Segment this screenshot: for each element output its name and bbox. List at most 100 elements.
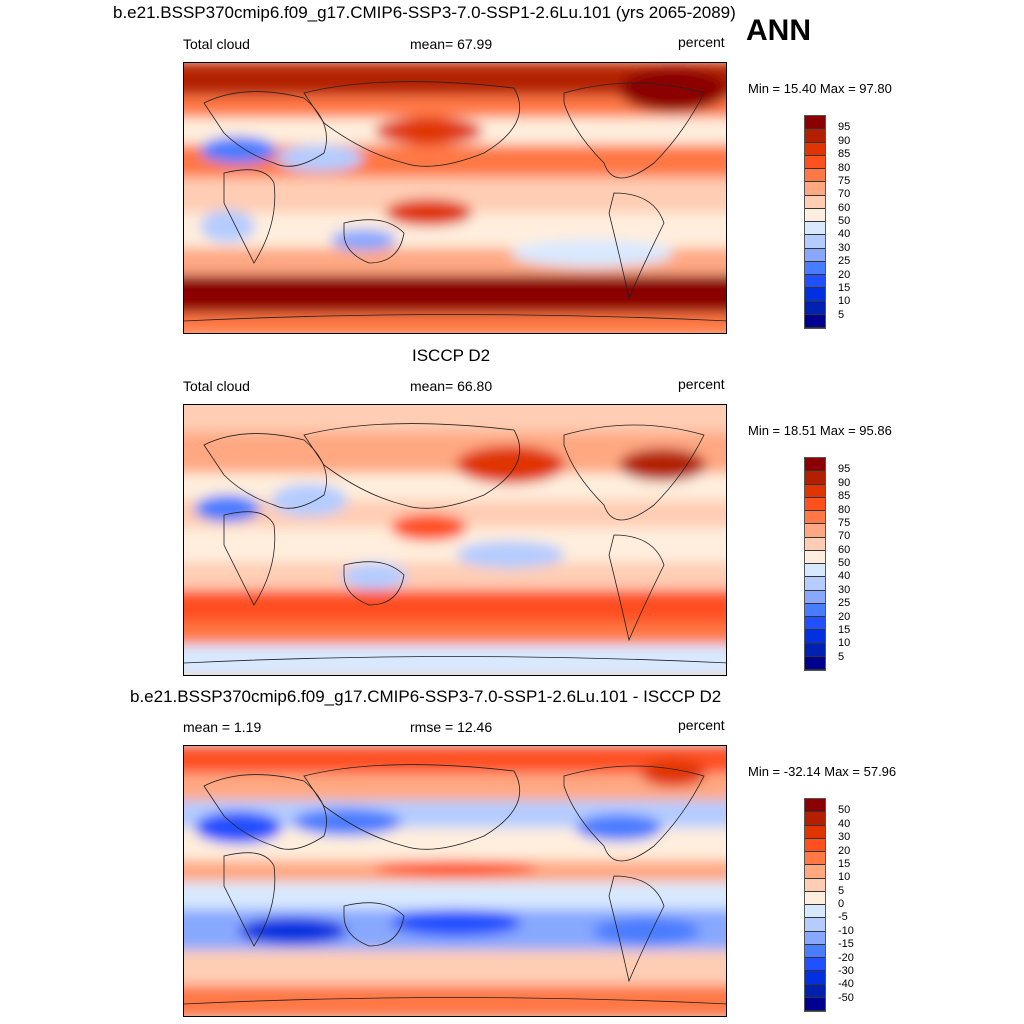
coastlines — [184, 764, 726, 1005]
contour-region — [330, 228, 397, 251]
contour-region — [194, 811, 282, 844]
colorbar-label: 15 — [838, 281, 851, 294]
map-panel — [183, 62, 727, 334]
colorbar-label: 90 — [838, 134, 851, 147]
colorbar-label: 60 — [838, 201, 851, 214]
contour-map — [184, 405, 726, 675]
min-max-label: Min = 15.40 Max = 97.80 — [748, 81, 892, 96]
colorbar-label: -20 — [838, 951, 854, 964]
colorbar-swatch — [805, 550, 825, 564]
colorbar-swatch — [805, 497, 825, 511]
colorbar-label: 75 — [838, 174, 851, 187]
panel-center-label: mean= 67.99 — [410, 36, 493, 52]
contour-region — [456, 445, 565, 484]
colorbar-label: 90 — [838, 476, 851, 489]
panel-center-label: mean= 66.80 — [410, 378, 493, 394]
panel-title: b.e21.BSSP370cmip6.f09_g17.CMIP6-SSP3-7.… — [130, 687, 722, 706]
colorbar-swatch — [805, 825, 825, 839]
colorbar-label: 20 — [838, 610, 851, 623]
colorbar-swatch — [805, 537, 825, 551]
colorbar-swatch — [805, 812, 825, 826]
map-panel — [183, 745, 727, 1017]
colorbar-label: 70 — [838, 530, 851, 543]
contour-band — [184, 882, 726, 910]
contour-band — [184, 644, 726, 675]
colorbar-swatch — [805, 484, 825, 498]
colorbar-label: -5 — [838, 911, 848, 924]
contour-region — [456, 541, 565, 569]
colorbar-label: -10 — [838, 924, 854, 937]
colorbar-swatch — [805, 155, 825, 169]
contour-region — [374, 117, 484, 145]
contour-band — [184, 746, 726, 774]
colorbar-label: 30 — [838, 831, 851, 844]
contour-region — [341, 562, 408, 590]
panel-left-label: Total cloud — [183, 36, 250, 52]
contour-region — [385, 199, 473, 227]
colorbar-swatch — [805, 838, 825, 852]
contour-region — [592, 917, 701, 945]
contour-region — [200, 136, 277, 164]
colorbar-label: 5 — [838, 650, 845, 663]
colorbar-swatch — [805, 248, 825, 262]
colorbar-label: 20 — [838, 268, 851, 281]
colorbar — [804, 457, 826, 671]
colorbar-swatch — [805, 656, 825, 670]
colorbar-swatch — [805, 142, 825, 156]
colorbar-label: 10 — [838, 295, 851, 308]
colorbar-swatch — [805, 799, 825, 813]
contour-map — [184, 746, 726, 1016]
colorbar-label: 80 — [838, 161, 851, 174]
panel-title: ISCCP D2 — [412, 346, 491, 365]
colorbar-swatch — [805, 195, 825, 209]
colorbar-label: 30 — [838, 583, 851, 596]
colorbar-label: 60 — [838, 543, 851, 556]
colorbar-swatch — [805, 288, 825, 302]
colorbar-label: 10 — [838, 637, 851, 650]
colorbar-label: 85 — [838, 490, 851, 503]
colorbar-label: 95 — [838, 121, 851, 134]
contour-region — [276, 144, 364, 172]
colorbar-label: 70 — [838, 188, 851, 201]
colorbar-label: 25 — [838, 255, 851, 268]
colorbar-label: -40 — [838, 978, 854, 991]
contour-band — [184, 562, 726, 590]
colorbar-label: 10 — [838, 871, 851, 884]
contour-region — [238, 917, 348, 945]
contour-band — [184, 405, 726, 433]
colorbar-swatch — [805, 852, 825, 866]
contour-band — [184, 985, 726, 1016]
colorbar-swatch — [805, 865, 825, 879]
colorbar-swatch — [805, 235, 825, 249]
colorbar — [804, 798, 826, 1012]
colorbar-swatch — [805, 169, 825, 183]
colorbar-label: 40 — [838, 228, 851, 241]
colorbar-label: 5 — [838, 308, 845, 321]
contour-band — [184, 95, 726, 118]
contour-band — [184, 589, 726, 623]
colorbar-swatch — [805, 958, 825, 972]
colorbar-swatch — [805, 458, 825, 472]
colorbar-label: 40 — [838, 570, 851, 583]
colorbar-swatch — [805, 944, 825, 958]
colorbar-label: -50 — [838, 991, 854, 1004]
colorbar-swatch — [805, 643, 825, 657]
contour-band — [184, 622, 726, 645]
colorbar-label: -30 — [838, 964, 854, 977]
units-label: percent — [678, 717, 725, 733]
coastlines — [184, 81, 726, 322]
panel-left-label: Total cloud — [183, 378, 250, 394]
contour-region — [575, 814, 663, 842]
colorbar-swatch — [805, 603, 825, 617]
contour-region — [619, 448, 707, 482]
colorbar-swatch — [805, 261, 825, 275]
colorbar-swatch — [805, 997, 825, 1011]
panel-center-label: rmse = 12.46 — [410, 719, 493, 735]
colorbar-swatch — [805, 182, 825, 196]
colorbar-swatch — [805, 471, 825, 485]
colorbar-label: 15 — [838, 623, 851, 636]
contour-region — [390, 513, 467, 541]
colorbar-swatch — [805, 116, 825, 130]
colorbar-swatch — [805, 208, 825, 222]
colorbar-swatch — [805, 129, 825, 143]
